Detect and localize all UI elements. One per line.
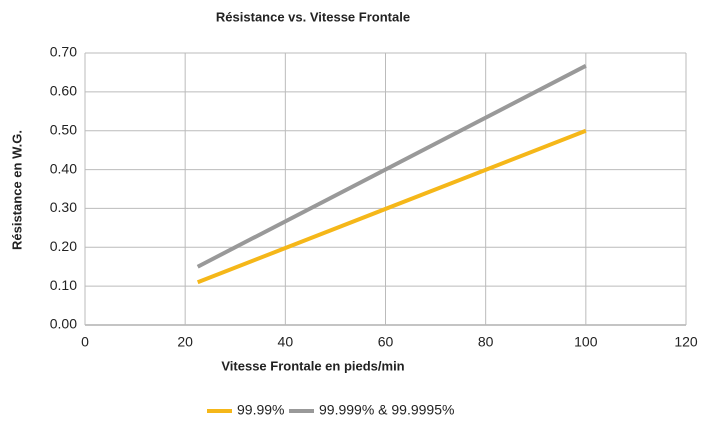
x-tick-label: 0 <box>81 334 89 350</box>
x-tick-label: 80 <box>478 334 494 350</box>
x-tick-label: 120 <box>674 334 698 350</box>
legend-label: 99.999% & 99.9995% <box>319 402 454 418</box>
y-tick-label: 0.30 <box>50 199 77 215</box>
y-axis-label: Résistance en W.G. <box>9 130 24 250</box>
series-line <box>196 128 587 285</box>
y-tick-label: 0.70 <box>50 44 77 60</box>
y-tick-label: 0.00 <box>50 316 77 332</box>
y-tick-label: 0.60 <box>50 83 77 99</box>
y-tick-label: 0.50 <box>50 121 77 137</box>
x-axis-label: Vitesse Frontale en pieds/min <box>221 358 404 373</box>
series-line <box>196 64 587 269</box>
legend-label: 99.99% <box>237 402 284 418</box>
y-tick-label: 0.10 <box>50 277 77 293</box>
x-tick-label: 60 <box>378 334 394 350</box>
x-tick-label: 100 <box>574 334 598 350</box>
x-tick-label: 40 <box>278 334 294 350</box>
x-tick-label: 20 <box>177 334 193 350</box>
y-tick-label: 0.40 <box>50 160 77 176</box>
chart-title: Résistance vs. Vitesse Frontale <box>216 9 410 24</box>
y-tick-label: 0.20 <box>50 238 77 254</box>
